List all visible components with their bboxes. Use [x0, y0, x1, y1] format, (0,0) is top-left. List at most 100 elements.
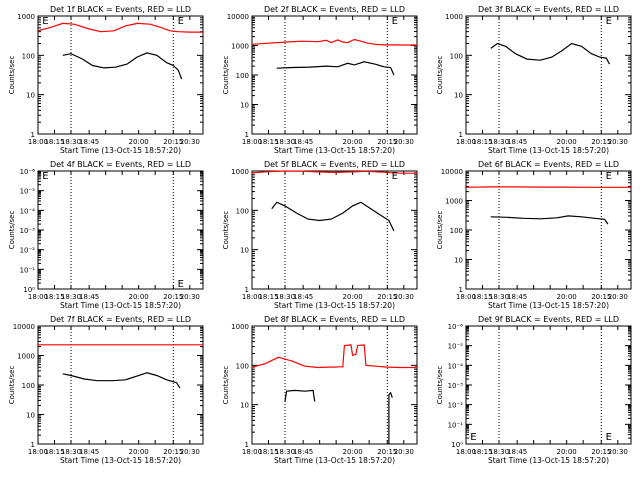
- x-axis-label: Start Time (13-Oct-15 18:57:20): [274, 301, 395, 310]
- y-tick-label: 1: [459, 131, 463, 139]
- y-tick-label: 100: [450, 227, 463, 235]
- detector-plot-8: Det 8f BLACK = Events, RED = LLD18:0018:…: [222, 315, 418, 465]
- y-axis-label: Counts/sec: [222, 56, 230, 95]
- detector-plot-6: Det 6f BLACK = Events, RED = LLD 18:0018:…: [436, 160, 632, 310]
- y-tick-label: 10000: [441, 168, 463, 176]
- x-tick-label: 18:00: [456, 293, 476, 301]
- y-tick-label: 1: [245, 131, 249, 139]
- x-tick-label: 18:15: [472, 293, 492, 301]
- detector-plot-1: Det 1f BLACK = Events, RED = LLD 18:00 18:…: [8, 5, 204, 155]
- x-tick-label: 18:00: [28, 448, 48, 456]
- x-tick-label: 18:00: [456, 448, 476, 456]
- y-tick-label: 1: [459, 286, 463, 294]
- y-tick-label: 1000: [231, 323, 249, 331]
- y-tick-label: 10⁻²: [20, 247, 36, 255]
- y-tick-label: 10⁻¹: [20, 266, 36, 274]
- x-tick-label: 18:45: [79, 138, 99, 146]
- y-tick-label: 10⁻³: [20, 227, 36, 235]
- x-tick-label: 18:45: [293, 448, 313, 456]
- plot-title: Det 9f BLACK = Events, RED = LLD: [478, 315, 619, 324]
- detector-plot-5: Det 5f BLACK = Events, RED = LLD18:0018:…: [222, 160, 418, 310]
- x-tick-label: 20:30: [608, 448, 628, 456]
- lld-series-line: [251, 170, 417, 174]
- x-tick-label: 20:00: [557, 293, 577, 301]
- x-axis-label: Start Time (13-Oct-15 18:57:20): [60, 301, 181, 310]
- events-series-line: [271, 201, 395, 232]
- y-axis-label: Counts/sec: [222, 366, 230, 405]
- y-axis-label: Counts/sec: [436, 366, 444, 405]
- x-tick-label: 18:00: [28, 138, 48, 146]
- x-tick-label: 20:00: [129, 293, 149, 301]
- x-tick-label: 18:30: [275, 293, 295, 301]
- lld-series-line: [37, 22, 203, 33]
- y-tick-label: 10⁻¹: [448, 421, 464, 429]
- x-tick-label: 20:30: [394, 448, 414, 456]
- y-tick-label: 1: [245, 441, 249, 449]
- y-tick-label: 10⁻⁴: [20, 207, 36, 215]
- y-tick-label: 1000: [231, 168, 249, 176]
- detector-plot-3: Det 3f BLACK = Events, RED = LLD18:0018:…: [436, 5, 632, 155]
- y-tick-label: 10⁰: [451, 441, 463, 449]
- lld-series-line: [251, 38, 417, 46]
- x-axis-label: Start Time (13-Oct-15 18:57:20): [274, 146, 395, 155]
- x-tick-label: 18:15: [258, 138, 278, 146]
- events-series-line: [62, 52, 183, 80]
- events-series-line: [490, 215, 609, 225]
- x-tick-label: 20:15: [591, 138, 611, 146]
- y-tick-label: 10000: [227, 13, 249, 21]
- x-tick-label: 20:30: [608, 138, 628, 146]
- detector-plot-2: Det 2f BLACK = Events, RED = LLD18:0018:…: [222, 5, 418, 155]
- y-tick-label: 10: [240, 102, 249, 110]
- y-tick-label: 10⁻⁵: [448, 343, 464, 351]
- x-tick-label: 20:30: [180, 138, 200, 146]
- y-axis-label: Counts/sec: [8, 56, 16, 95]
- y-tick-label: 10: [26, 412, 35, 420]
- y-tick-label: 10⁻⁶: [448, 323, 464, 331]
- plot-title: Det 2f BLACK = Events, RED = LLD: [264, 5, 405, 14]
- y-tick-label: 1000: [445, 198, 463, 206]
- y-tick-label: 100: [22, 382, 35, 390]
- x-tick-label: 18:30: [61, 138, 81, 146]
- x-tick-label: 20:00: [557, 138, 577, 146]
- x-tick-label: 20:15: [377, 448, 397, 456]
- y-axis-label: Counts/sec: [436, 211, 444, 250]
- edge-marker: E: [42, 16, 48, 27]
- x-tick-label: 18:00: [242, 448, 262, 456]
- x-tick-label: 18:30: [61, 293, 81, 301]
- y-tick-label: 100: [22, 52, 35, 60]
- x-tick-label: 18:15: [258, 448, 278, 456]
- detector-plot-9: Det 9f BLACK = Events, RED = LLD18:0018:…: [436, 315, 632, 465]
- y-tick-label: 1000: [231, 43, 249, 51]
- plot-title: Det 6f BLACK = Events, RED = LLD: [478, 160, 619, 169]
- x-tick-label: 20:15: [377, 293, 397, 301]
- x-tick-label: 18:30: [61, 448, 81, 456]
- edge-marker: E: [42, 171, 48, 182]
- plot-frame: [251, 325, 418, 445]
- plot-title: Det 3f BLACK = Events, RED = LLD: [478, 5, 619, 14]
- x-tick-label: 18:00: [242, 138, 262, 146]
- edge-marker: E: [606, 432, 612, 443]
- y-axis-label: Counts/sec: [436, 56, 444, 95]
- y-tick-label: 1: [31, 131, 35, 139]
- x-tick-label: 18:30: [275, 138, 295, 146]
- x-tick-label: 18:15: [44, 293, 64, 301]
- x-tick-label: 20:15: [163, 138, 183, 146]
- x-tick-label: 18:45: [507, 138, 527, 146]
- x-tick-label: 20:15: [377, 138, 397, 146]
- y-tick-label: 10: [454, 92, 463, 100]
- plot-frame: [465, 15, 632, 135]
- x-tick-label: 18:30: [489, 138, 509, 146]
- x-tick-label: 18:30: [275, 448, 295, 456]
- x-tick-label: 20:30: [394, 293, 414, 301]
- events-series-line: [276, 61, 395, 76]
- x-tick-label: 20:00: [129, 138, 149, 146]
- x-tick-label: 20:30: [394, 138, 414, 146]
- plot-title: Det 7f BLACK = Events, RED = LLD: [50, 315, 191, 324]
- edge-marker: E: [606, 171, 612, 182]
- x-tick-label: 20:30: [180, 448, 200, 456]
- x-axis-label: Start Time (13-Oct-15 18:57:20): [274, 456, 395, 465]
- x-axis-label: Start Time (13-Oct-15 18:57:20): [488, 456, 609, 465]
- plot-title: Det 1f BLACK = Events, RED = LLD: [50, 5, 191, 14]
- y-tick-label: 1000: [17, 13, 35, 21]
